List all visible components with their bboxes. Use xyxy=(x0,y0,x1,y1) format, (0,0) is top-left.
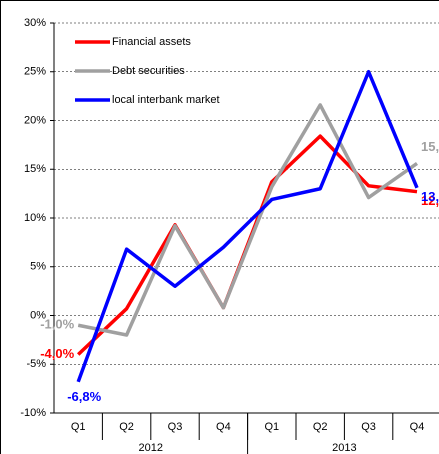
y-tick-label: -10% xyxy=(20,407,46,419)
x-tick-label: Q3 xyxy=(168,421,183,433)
series-line xyxy=(77,103,419,337)
value-label: 12, xyxy=(421,193,439,208)
x-tick-label: Q2 xyxy=(313,421,328,433)
legend-label: local interbank market xyxy=(112,94,220,106)
legend-label: Financial assets xyxy=(112,36,191,48)
y-tick-label: 10% xyxy=(24,212,46,224)
group-label: 2013 xyxy=(332,442,356,454)
x-tick-label: Q2 xyxy=(119,421,134,433)
value-label: -6,8% xyxy=(67,389,101,404)
y-tick-label: 20% xyxy=(24,114,46,126)
y-tick-label: 0% xyxy=(30,309,46,321)
series-line xyxy=(76,70,419,383)
x-tick-label: Q3 xyxy=(361,421,376,433)
legend-label: Debt securities xyxy=(112,65,185,77)
value-label: 15,6 xyxy=(421,139,439,154)
value-label: 13, xyxy=(421,189,439,204)
x-tick-label: Q1 xyxy=(71,421,86,433)
y-tick-label: -5% xyxy=(26,358,46,370)
value-label: -1,0% xyxy=(40,317,74,332)
y-tick-label: 15% xyxy=(24,163,46,175)
x-tick-label: Q1 xyxy=(264,421,279,433)
x-tick-label: Q4 xyxy=(216,421,231,433)
value-label: -4,0% xyxy=(40,346,74,361)
y-tick-label: 30% xyxy=(24,17,46,29)
x-tick-label: Q4 xyxy=(410,421,425,433)
group-label: 2012 xyxy=(139,442,163,454)
y-tick-label: 5% xyxy=(30,261,46,273)
y-tick-label: 25% xyxy=(24,66,46,78)
